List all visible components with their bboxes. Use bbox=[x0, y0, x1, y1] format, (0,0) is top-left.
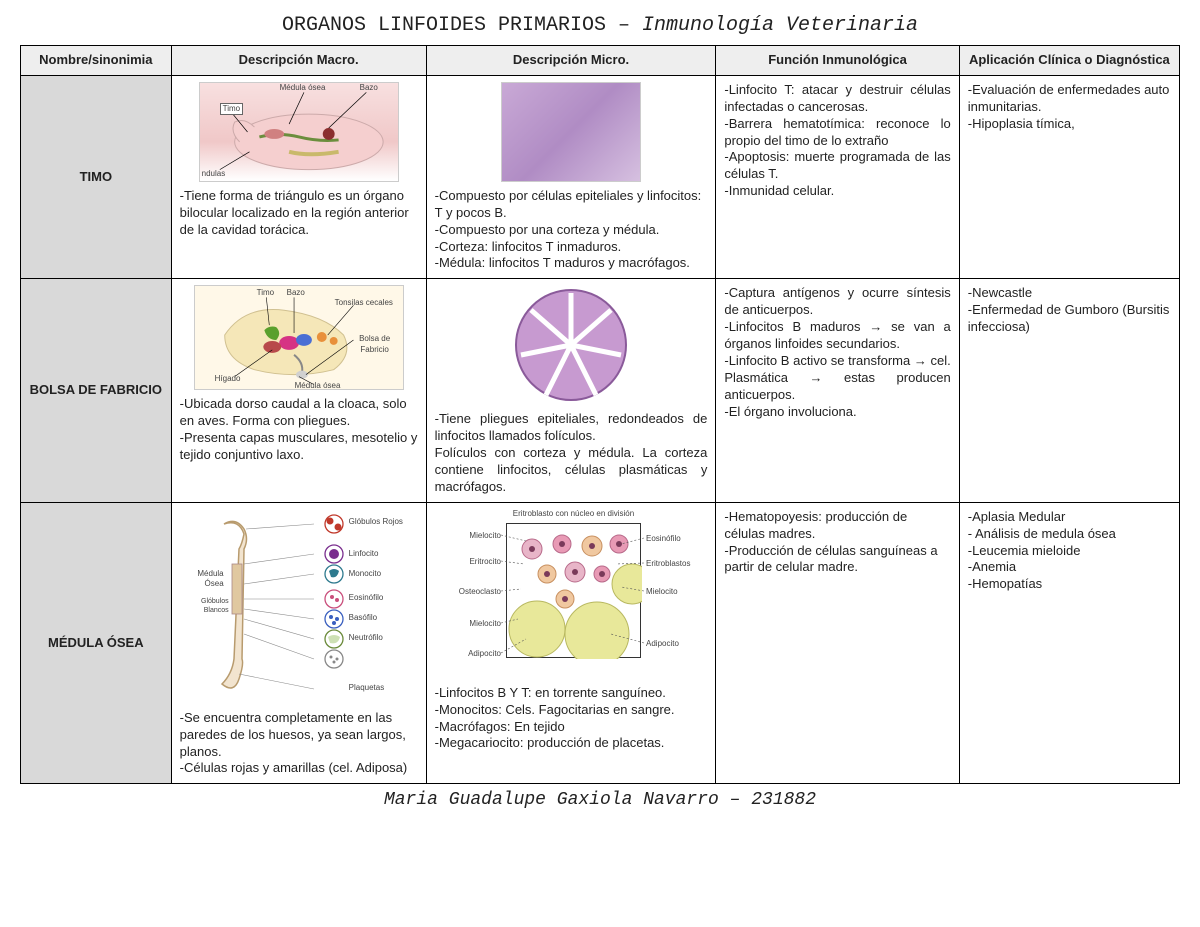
med-lbl-gb: Glóbulos Blancos bbox=[184, 597, 229, 615]
col-header-name: Nombre/sinonimia bbox=[21, 46, 172, 76]
title-italic: Inmunología Veterinaria bbox=[642, 14, 918, 37]
cell-timo-clinica: -Evaluación de enfermedades auto inmunit… bbox=[959, 75, 1179, 278]
medula-macro-image: Glóbulos Rojos Linfocito Médula Ósea Mon… bbox=[180, 509, 418, 704]
med-lbl-mo: Médula Ósea bbox=[184, 569, 224, 590]
bolsa-label-timo: Timo bbox=[257, 288, 274, 298]
med-lbl-linf: Linfocito bbox=[349, 549, 379, 559]
cell-timo-macro: Timo Médula ósea Bazo ndulas -Tiene form… bbox=[171, 75, 426, 278]
medula-micro-image: Eritroblasto con núcleo en división Miel… bbox=[435, 509, 708, 679]
timo-micro-image bbox=[435, 82, 708, 182]
col-header-funcion: Función Inmunológica bbox=[716, 46, 959, 76]
bolsa-label-bolsa: Bolsa de Fabricio bbox=[350, 334, 400, 355]
table-row: TIMO bbox=[21, 75, 1180, 278]
timo-label-medula: Médula ósea bbox=[280, 83, 326, 93]
row-name-timo: TIMO bbox=[21, 75, 172, 278]
col-header-macro: Descripción Macro. bbox=[171, 46, 426, 76]
bolsa-label-medula: Médula ósea bbox=[295, 381, 341, 390]
bolsa-label-higado: Hígado bbox=[215, 374, 241, 384]
bolsa-micro-text: -Tiene pliegues epiteliales, redondeados… bbox=[435, 411, 708, 495]
medula-macro-text: -Se encuentra completamente en las pared… bbox=[180, 710, 418, 778]
row-name-medula: MÉDULA ÓSEA bbox=[21, 502, 172, 784]
cell-medula-clinica: -Aplasia Medular - Análisis de medula ós… bbox=[959, 502, 1179, 784]
cell-medula-macro: Glóbulos Rojos Linfocito Médula Ósea Mon… bbox=[171, 502, 426, 784]
cell-timo-funcion: -Linfocito T: atacar y destruir células … bbox=[716, 75, 959, 278]
timo-macro-image: Timo Médula ósea Bazo ndulas bbox=[180, 82, 418, 182]
table-row: BOLSA DE FABRICIO bbox=[21, 279, 1180, 502]
bolsa-micro-image bbox=[435, 285, 708, 405]
bolsa-macro-text: -Ubicada dorso caudal a la cloaca, solo … bbox=[180, 396, 418, 464]
bolsa-label-tonsilas: Tonsilas cecales bbox=[335, 298, 393, 308]
med-lbl-plaq: Plaquetas bbox=[349, 683, 385, 693]
cell-timo-micro: -Compuesto por células epiteliales y lin… bbox=[426, 75, 716, 278]
col-header-clinica: Aplicación Clínica o Diagnóstica bbox=[959, 46, 1179, 76]
cell-bolsa-macro: Timo Bazo Tonsilas cecales Bolsa de Fabr… bbox=[171, 279, 426, 502]
timo-label-ndulas: ndulas bbox=[202, 169, 226, 179]
table-header-row: Nombre/sinonimia Descripción Macro. Desc… bbox=[21, 46, 1180, 76]
table-row: MÉDULA ÓSEA bbox=[21, 502, 1180, 784]
organs-table: Nombre/sinonimia Descripción Macro. Desc… bbox=[20, 45, 1180, 784]
cell-medula-funcion: -Hematopoyesis: producción de células ma… bbox=[716, 502, 959, 784]
timo-label-bazo: Bazo bbox=[360, 83, 378, 93]
page-title: ORGANOS LINFOIDES PRIMARIOS – Inmunologí… bbox=[20, 14, 1180, 37]
med-lbl-eos: Eosinófilo bbox=[349, 593, 384, 603]
cell-bolsa-funcion: -Captura antígenos y ocurre síntesis de … bbox=[716, 279, 959, 502]
timo-macro-text: -Tiene forma de triángulo es un órgano b… bbox=[180, 188, 418, 239]
cell-bolsa-micro: -Tiene pliegues epiteliales, redondeados… bbox=[426, 279, 716, 502]
bolsa-label-bazo: Bazo bbox=[287, 288, 305, 298]
timo-micro-text: -Compuesto por células epiteliales y lin… bbox=[435, 188, 708, 272]
med-lbl-mono: Monocito bbox=[349, 569, 381, 579]
page-footer: Maria Guadalupe Gaxiola Navarro – 231882 bbox=[20, 790, 1180, 810]
med-lbl-neu: Neutrófilo bbox=[349, 633, 383, 643]
med-lbl-gr: Glóbulos Rojos bbox=[349, 517, 403, 527]
timo-label-timo: Timo bbox=[220, 103, 243, 115]
med-lbl-bas: Basófilo bbox=[349, 613, 377, 623]
col-header-micro: Descripción Micro. bbox=[426, 46, 716, 76]
row-name-bolsa: BOLSA DE FABRICIO bbox=[21, 279, 172, 502]
cell-medula-micro: Eritroblasto con núcleo en división Miel… bbox=[426, 502, 716, 784]
cell-bolsa-clinica: -Newcastle -Enfermedad de Gumboro (Bursi… bbox=[959, 279, 1179, 502]
bolsa-macro-image: Timo Bazo Tonsilas cecales Bolsa de Fabr… bbox=[180, 285, 418, 390]
title-plain: ORGANOS LINFOIDES PRIMARIOS – bbox=[282, 14, 642, 37]
medula-micro-text: -Linfocitos B Y T: en torrente sanguíneo… bbox=[435, 685, 708, 753]
